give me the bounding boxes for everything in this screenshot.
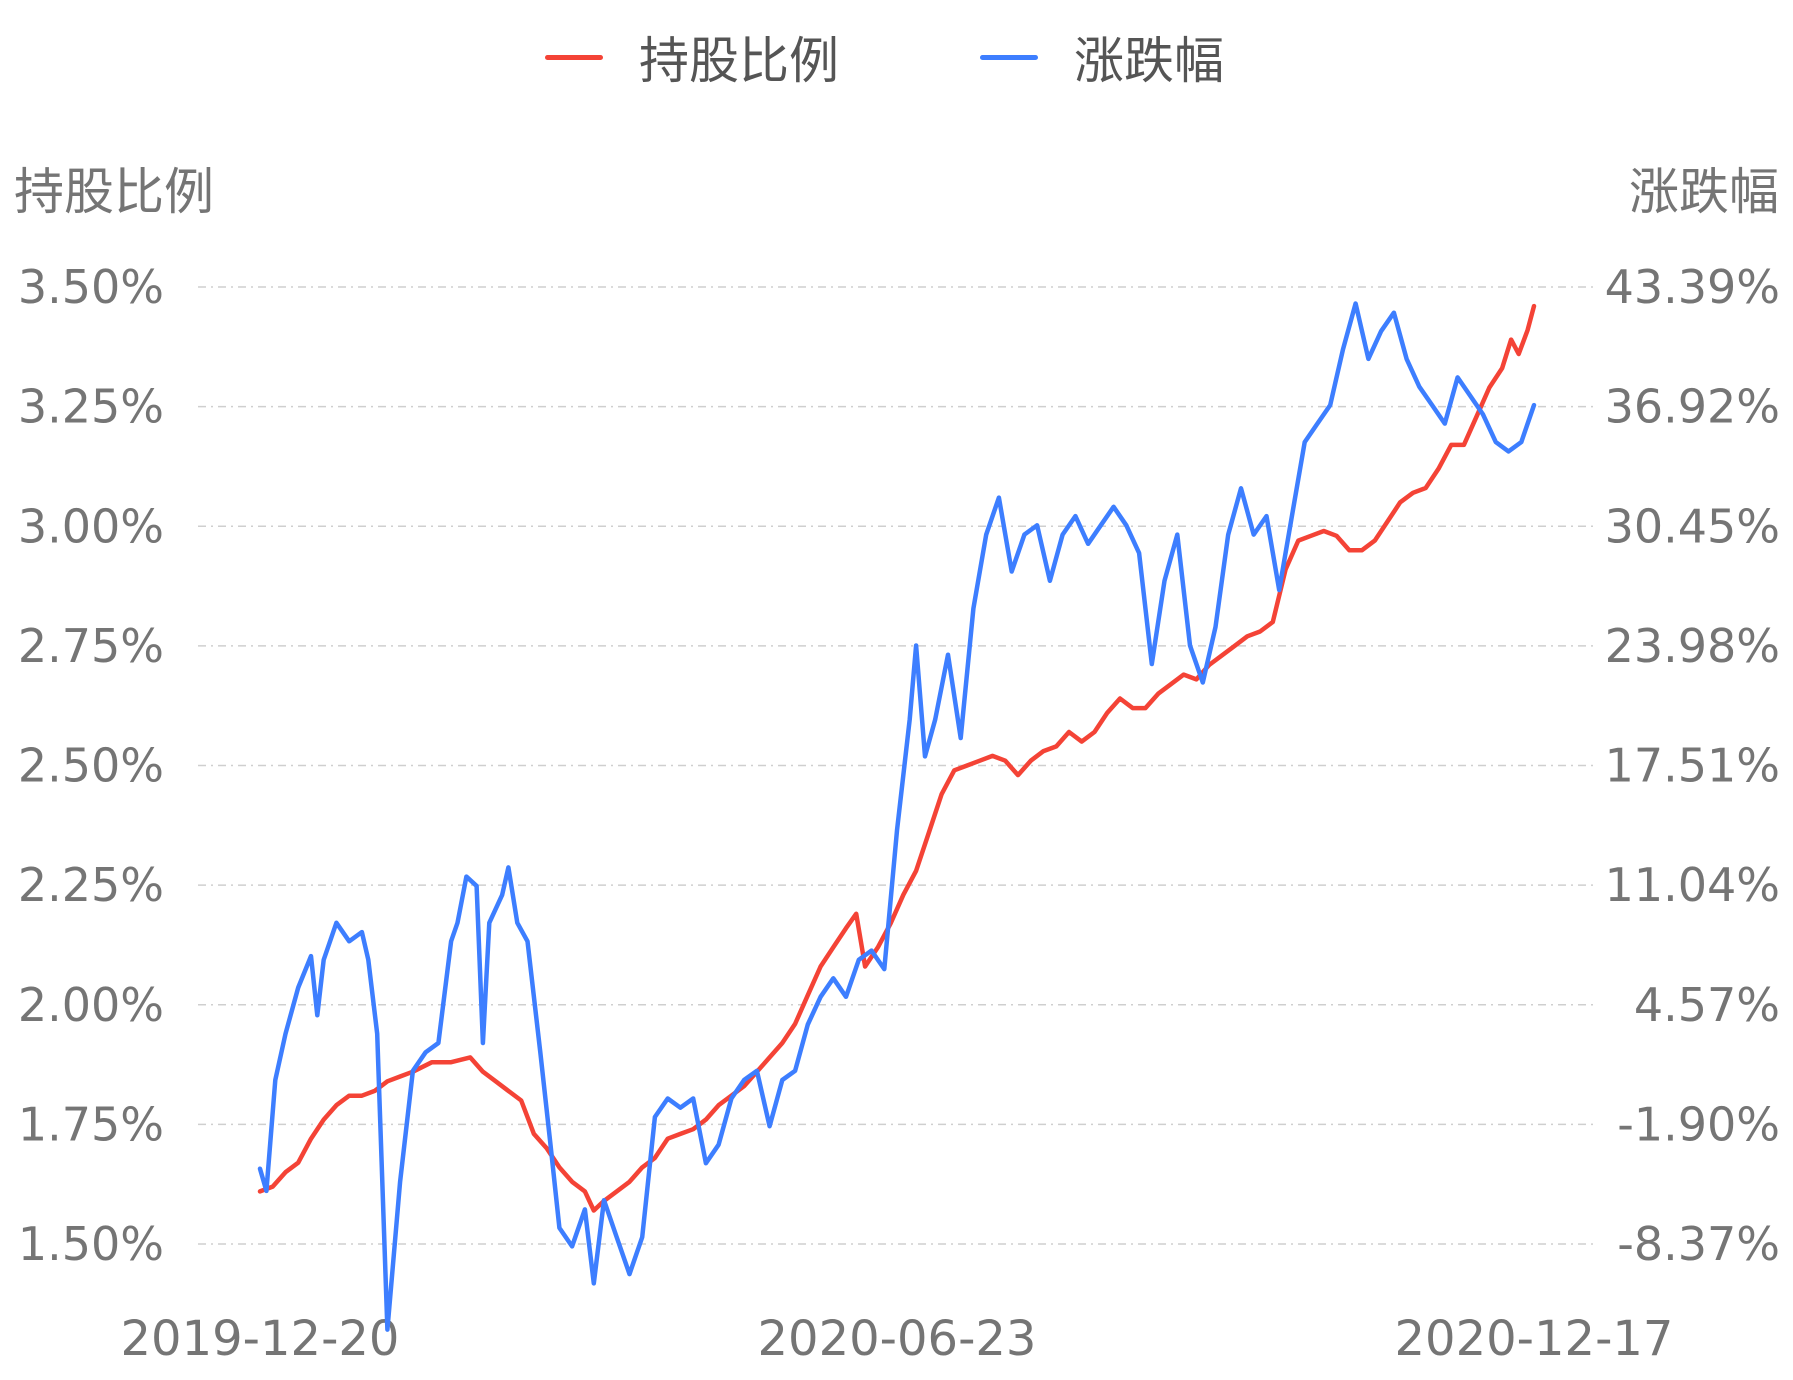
right-y-tick-label: 23.98% bbox=[1605, 619, 1780, 673]
right-y-tick-label: 43.39% bbox=[1605, 260, 1780, 314]
left-y-tick-label: 3.00% bbox=[18, 499, 164, 553]
legend-label: 涨跌幅 bbox=[1074, 32, 1224, 90]
legend-swatch-blue bbox=[980, 54, 1038, 60]
left-y-tick-label: 2.50% bbox=[18, 739, 164, 793]
left-y-tick-label: 2.00% bbox=[18, 978, 164, 1032]
right-y-tick-label: 4.57% bbox=[1634, 978, 1780, 1032]
left-y-tick-label: 2.25% bbox=[18, 858, 164, 912]
right-y-tick-label: 17.51% bbox=[1605, 739, 1780, 793]
left-y-tick-label: 3.50% bbox=[18, 260, 164, 314]
right-y-tick-label: 11.04% bbox=[1605, 858, 1780, 912]
right-y-tick-label: -8.37% bbox=[1617, 1217, 1780, 1271]
left-y-tick-label: 1.50% bbox=[18, 1217, 164, 1271]
left-y-tick-label: 3.25% bbox=[18, 380, 164, 434]
legend: 持股比例 涨跌幅 bbox=[0, 22, 1793, 92]
legend-item-change-pct[interactable]: 涨跌幅 bbox=[980, 22, 1224, 92]
right-y-tick-label: 36.92% bbox=[1605, 380, 1780, 434]
series-line-holding-ratio bbox=[257, 303, 1537, 1213]
series-line-change-pct bbox=[257, 301, 1537, 1332]
left-y-tick-label: 1.75% bbox=[18, 1097, 164, 1151]
left-y-tick-label: 2.75% bbox=[18, 619, 164, 673]
x-tick-label: 2020-06-23 bbox=[758, 1311, 1037, 1367]
legend-swatch-red bbox=[545, 54, 603, 60]
right-y-tick-label: -1.90% bbox=[1617, 1097, 1780, 1151]
x-tick-label: 2019-12-20 bbox=[121, 1311, 400, 1367]
legend-label: 持股比例 bbox=[639, 32, 839, 90]
right-y-tick-label: 30.45% bbox=[1605, 499, 1780, 553]
legend-item-holding-ratio[interactable]: 持股比例 bbox=[545, 22, 839, 92]
left-axis-title: 持股比例 bbox=[14, 163, 214, 221]
right-axis-title: 涨跌幅 bbox=[1629, 163, 1779, 221]
x-tick-label: 2020-12-17 bbox=[1395, 1311, 1674, 1367]
